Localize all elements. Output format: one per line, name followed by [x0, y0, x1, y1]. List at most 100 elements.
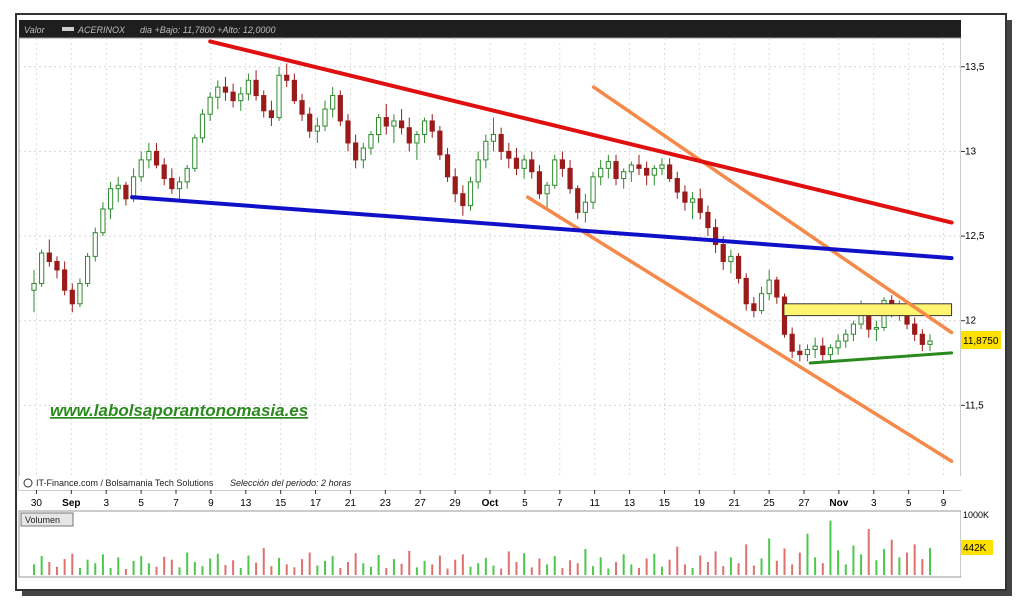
header-valor-label: Valor — [24, 25, 46, 35]
trendline-annotations — [130, 39, 954, 463]
candle-body — [100, 208, 106, 234]
candle-body — [398, 120, 405, 129]
candle-body — [467, 181, 474, 207]
candle-body — [582, 201, 588, 213]
candle-body — [360, 147, 366, 161]
candle-body — [322, 108, 328, 127]
volume-bar — [293, 567, 296, 575]
candle-body — [927, 340, 933, 345]
watermark-url: www.labolsaporantonomasia.es — [50, 401, 308, 420]
volume-bar — [768, 538, 771, 575]
volume-bar — [48, 562, 51, 575]
volume-bar — [576, 563, 579, 575]
candle-body — [261, 95, 267, 112]
volume-bar — [408, 550, 411, 575]
candle-body — [291, 79, 297, 102]
volume-bar — [814, 557, 817, 575]
volume-bar — [660, 566, 663, 575]
candle-body — [552, 159, 558, 186]
candle-body — [705, 211, 711, 229]
volume-bar — [239, 567, 242, 575]
candle-body — [176, 181, 183, 190]
volume-bar — [78, 567, 81, 575]
last-price-label: 11,8750 — [963, 336, 999, 347]
volume-bar — [140, 556, 143, 575]
candle-body — [667, 164, 673, 180]
candle-body — [337, 95, 343, 122]
candle-body — [873, 326, 879, 330]
candle-body — [460, 193, 466, 207]
y-tick-label: 13 — [965, 146, 977, 157]
volume-bar — [538, 558, 541, 575]
volume-bar — [385, 567, 388, 575]
x-tick-label: 30 — [31, 498, 43, 509]
volume-bar — [186, 552, 189, 575]
upper-channel-line — [591, 85, 954, 335]
credits-strip — [19, 476, 961, 490]
x-tick-label: 9 — [941, 498, 947, 509]
volume-bar — [867, 528, 870, 575]
volume-bar — [599, 557, 602, 575]
volume-bar — [553, 556, 556, 575]
volume-bar — [316, 565, 319, 575]
volume-bar — [722, 566, 725, 575]
candle-body — [276, 74, 282, 119]
volume-bar — [63, 559, 66, 575]
candle-body — [628, 164, 634, 173]
candle-body — [567, 167, 573, 190]
candle-body — [215, 86, 221, 98]
volume-bar — [400, 563, 403, 575]
resistance-zone — [783, 303, 953, 317]
x-tick-label: 13 — [624, 498, 636, 509]
series-swatch — [62, 27, 74, 31]
volume-bar — [86, 559, 89, 575]
volume-bar — [285, 564, 288, 575]
candle-body — [353, 142, 359, 161]
candle-body — [107, 188, 114, 210]
candle-body — [651, 167, 657, 176]
x-tick-label: 15 — [275, 498, 287, 509]
volume-bar — [484, 557, 487, 575]
candle-body — [751, 303, 757, 312]
x-tick-label: 9 — [208, 498, 214, 509]
candle-body — [146, 150, 152, 161]
volume-bar — [584, 549, 587, 575]
candle-body — [345, 120, 351, 144]
volume-bar — [691, 567, 694, 575]
candle-body — [452, 176, 458, 195]
volume-bar — [477, 563, 480, 575]
volume-bar — [898, 557, 901, 575]
candle-body — [85, 255, 91, 284]
volume-bar — [737, 563, 740, 575]
volume-bar — [492, 565, 495, 575]
candle-body — [483, 140, 489, 161]
candle-body — [766, 279, 772, 295]
volume-bar — [423, 560, 426, 575]
candle-body — [376, 117, 382, 135]
x-tick-label: 15 — [659, 498, 671, 509]
volume-bar — [760, 558, 763, 575]
candle-body — [529, 159, 535, 173]
candle-body — [46, 252, 52, 262]
volume-bar — [530, 567, 533, 575]
volume-bar — [852, 545, 855, 575]
volume-bar — [806, 533, 809, 575]
candle-body — [843, 333, 849, 342]
volume-bar — [132, 560, 135, 575]
candle-body — [284, 74, 290, 81]
volume-bar — [515, 562, 518, 575]
candle-body — [153, 150, 160, 166]
price-axis-ticks: 13,5 13 12,5 12 11,5 — [961, 62, 985, 411]
candle-body — [820, 345, 826, 356]
volume-bar — [645, 558, 648, 575]
x-tick-label: 5 — [906, 498, 912, 509]
candle-body — [184, 167, 190, 183]
volume-bar — [392, 559, 395, 575]
x-tick-label: Nov — [829, 498, 848, 509]
volume-bar — [117, 557, 120, 575]
candle-body — [498, 133, 504, 152]
volume-bar — [921, 559, 924, 575]
candle-body — [835, 340, 841, 349]
